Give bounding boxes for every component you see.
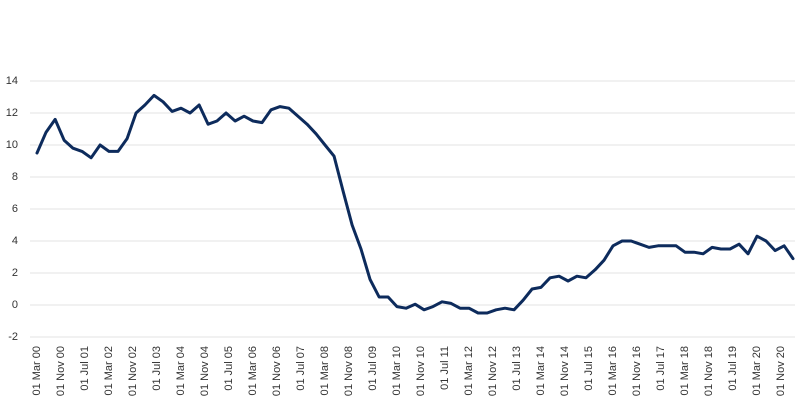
x-tick-label: 01 Nov 10 — [415, 346, 427, 396]
x-tick-label: 01 Jul 15 — [583, 346, 595, 391]
x-tick-label: 01 Nov 06 — [271, 346, 283, 396]
x-tick-label: 01 Nov 04 — [199, 346, 211, 396]
x-tick-label: 01 Mar 04 — [175, 346, 187, 396]
y-tick-label: 2 — [12, 267, 18, 279]
y-tick-label: 0 — [12, 299, 18, 311]
x-tick-label: 01 Nov 18 — [703, 346, 715, 396]
x-tick-label: 01 Mar 00 — [31, 346, 43, 396]
x-tick-label: 01 Nov 20 — [775, 346, 787, 396]
x-tick-label: 01 Mar 10 — [391, 346, 403, 396]
x-tick-label: 01 Jul 19 — [727, 346, 739, 391]
x-tick-label: 01 Jul 13 — [511, 346, 523, 391]
y-tick-label: 14 — [6, 75, 18, 87]
x-tick-label: 01 Nov 00 — [55, 346, 67, 396]
y-tick-label: 6 — [12, 203, 18, 215]
x-tick-label: 01 Jul 09 — [367, 346, 379, 391]
x-tick-label: 01 Mar 20 — [751, 346, 763, 396]
x-tick-label: 01 Nov 16 — [631, 346, 643, 396]
line — [35, 93, 795, 315]
x-tick-label: 01 Mar 02 — [103, 346, 115, 396]
x-tick-label: 01 Jul 11 — [439, 346, 451, 390]
x-tick-label: 01 Mar 12 — [463, 346, 475, 396]
y-tick-label: 10 — [6, 139, 18, 151]
x-tick-label: 01 Nov 14 — [559, 346, 571, 396]
x-tick-label: 01 Jul 03 — [151, 346, 163, 391]
x-tick-label: 01 Nov 02 — [127, 346, 139, 396]
x-tick-label: 01 Jul 05 — [223, 346, 235, 391]
x-tick-label: 01 Mar 18 — [679, 346, 691, 396]
x-tick-label: 01 Mar 14 — [535, 346, 547, 396]
x-tick-label: 01 Jul 17 — [655, 346, 667, 391]
x-tick-label: 01 Mar 08 — [319, 346, 331, 396]
x-tick-label: 01 Nov 08 — [343, 346, 355, 396]
y-tick-label: 12 — [6, 107, 18, 119]
x-tick-label: 01 Jul 01 — [79, 346, 91, 391]
y-tick-label: -2 — [8, 331, 18, 343]
x-tick-label: 01 Mar 16 — [607, 346, 619, 396]
y-tick-label: 8 — [12, 171, 18, 183]
y-tick-label: 4 — [12, 235, 18, 247]
x-tick-label: 01 Mar 06 — [247, 346, 259, 396]
x-tick-label: 01 Nov 12 — [487, 346, 499, 396]
x-tick-label: 01 Jul 07 — [295, 346, 307, 391]
